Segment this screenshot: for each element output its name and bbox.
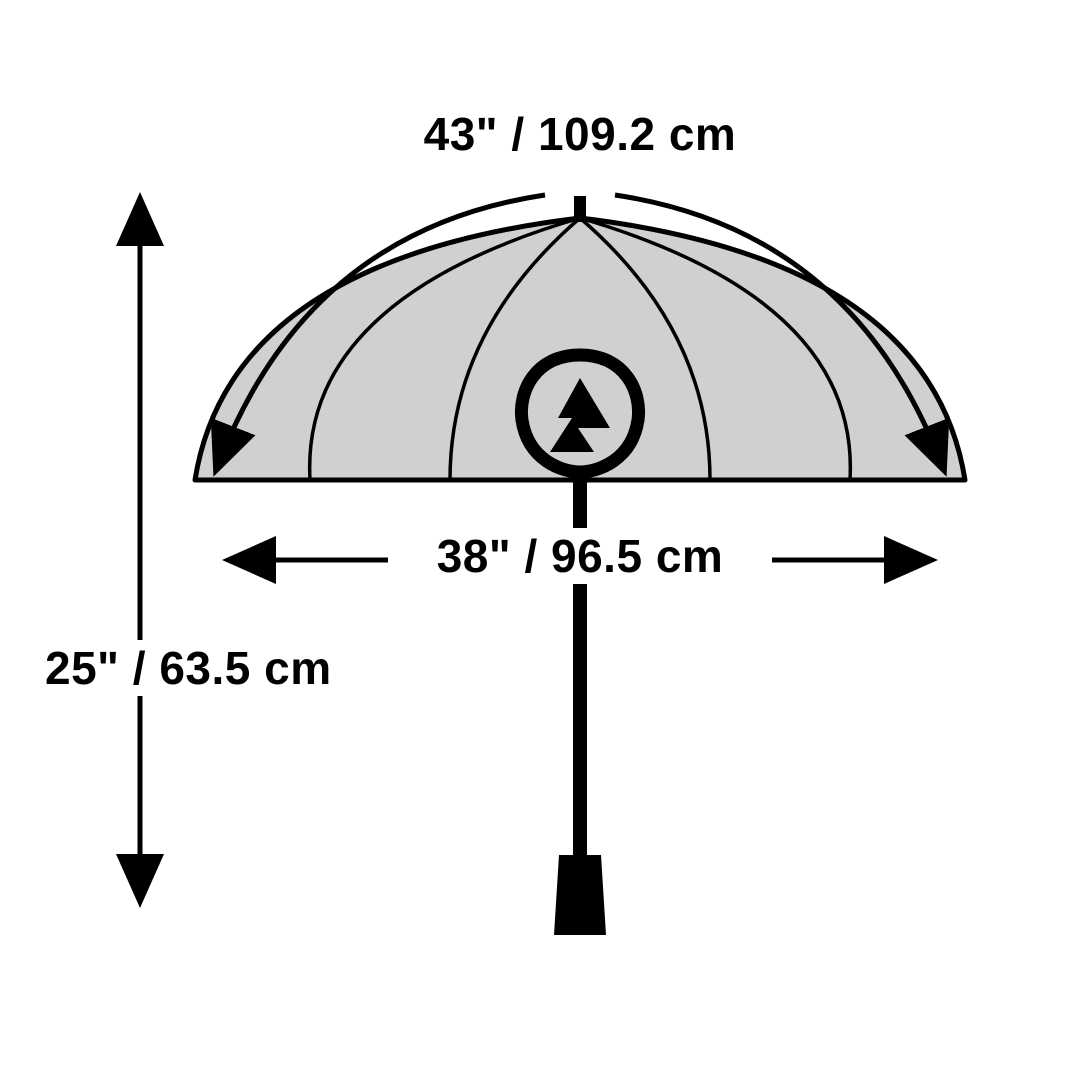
dimension-height-label: 25" / 63.5 cm (45, 642, 332, 694)
umbrella-dimension-diagram: 43" / 109.2 cm 38" / 96.5 cm 25" / 63.5 … (0, 0, 1080, 1080)
dimension-width: 38" / 96.5 cm (240, 528, 920, 584)
dimension-arc-label: 43" / 109.2 cm (424, 108, 737, 160)
dimension-width-label: 38" / 96.5 cm (437, 530, 724, 582)
